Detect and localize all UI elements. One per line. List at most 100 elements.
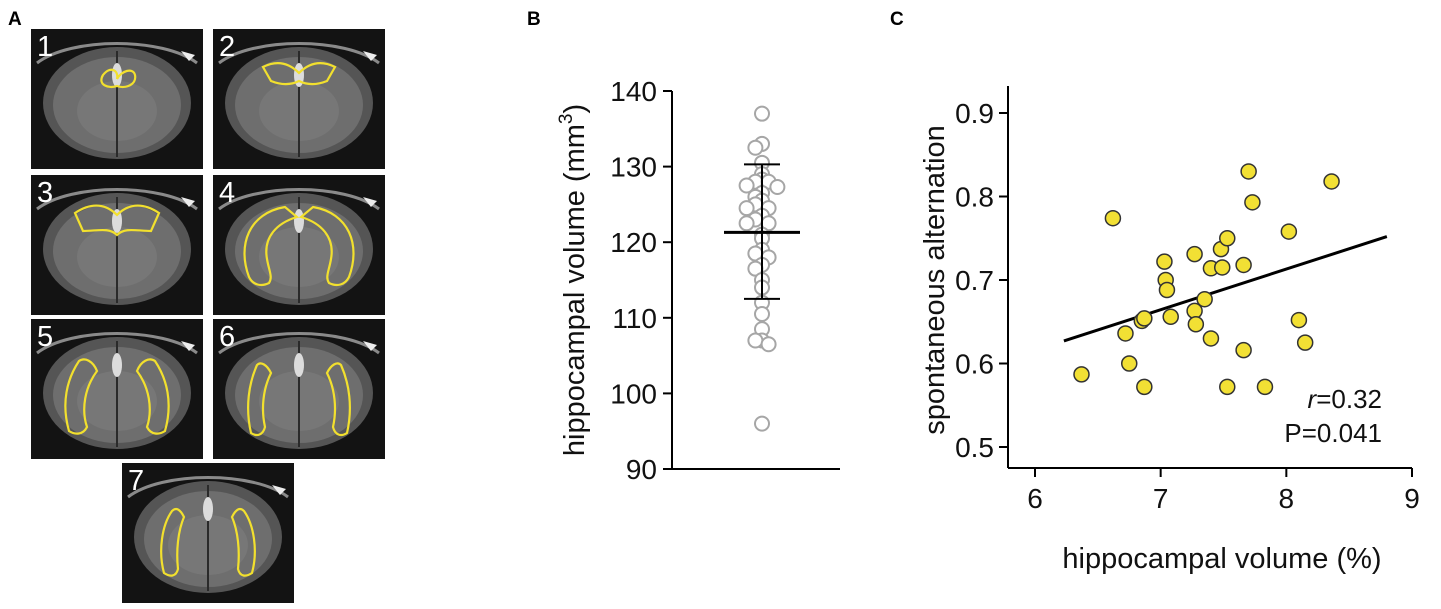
volume-point <box>754 415 770 432</box>
volume-point <box>760 215 777 232</box>
slice-6-label: 6 <box>219 321 236 353</box>
volume-point <box>760 200 777 217</box>
volume-mean-sd <box>724 163 800 300</box>
volume-point <box>754 135 770 152</box>
volume-point <box>754 192 770 209</box>
roi-outline <box>160 507 186 577</box>
volume-point <box>754 171 770 188</box>
alternation-axes: 0.5 0.6 0.7 0.8 0.9 6 7 8 9 <box>955 86 1420 514</box>
roi-outline <box>325 362 351 437</box>
volume-point <box>738 200 755 217</box>
volume-point <box>754 230 770 247</box>
y-tick-label: 110 <box>612 303 657 334</box>
volume-point <box>754 279 770 296</box>
alternation-point <box>1133 312 1151 330</box>
roi-outline <box>261 62 337 86</box>
alternation-point <box>1121 355 1138 372</box>
mri-slice-2: 2 <box>213 29 385 169</box>
alternation-point <box>1156 253 1173 270</box>
slice-6-image <box>213 319 385 459</box>
alternation-point <box>1162 308 1179 325</box>
slice-4-label: 4 <box>219 177 236 209</box>
alternation-point <box>1256 378 1274 396</box>
alternation-point <box>1219 378 1236 396</box>
alternation-point <box>1073 366 1090 383</box>
slice-7-label: 7 <box>128 465 145 497</box>
mri-slice-3: 3 <box>31 175 203 315</box>
y-tick-label: 0.8 <box>955 182 994 213</box>
mri-slice-5: 5 <box>31 319 203 459</box>
mri-slice-4: 4 <box>213 175 385 315</box>
x-tick-label: 7 <box>1153 483 1169 514</box>
alternation-point <box>1235 256 1252 274</box>
y-tick-label: 120 <box>610 227 657 258</box>
alternation-x-axis-label: hippocampal volume (%) <box>1062 543 1381 575</box>
volume-point <box>754 332 770 349</box>
roi-outline <box>298 205 355 287</box>
slice-5-image <box>31 319 203 459</box>
alternation-point <box>1186 245 1203 263</box>
volume-point <box>760 336 777 353</box>
y-tick-label: 0.6 <box>955 349 994 380</box>
panel-a-letter: A <box>8 9 22 30</box>
volume-point <box>754 306 770 323</box>
y-tick-label: 0.7 <box>955 265 994 296</box>
volume-point <box>754 185 770 202</box>
mri-slice-6: 6 <box>213 319 385 459</box>
alternation-point <box>1240 163 1257 180</box>
volume-point <box>769 179 786 196</box>
slice-7-image <box>122 463 294 603</box>
y-tick-label: 0.9 <box>955 98 994 129</box>
volume-point <box>754 226 770 243</box>
alternation-point <box>1196 290 1213 308</box>
volume-point <box>754 272 770 288</box>
volume-point <box>738 177 755 194</box>
roi-outline <box>243 205 300 287</box>
volume-y-axis: 90 100 110 120 130 140 <box>610 76 840 485</box>
volume-point <box>760 173 777 190</box>
panel-c-letter: C <box>890 9 904 30</box>
regression-line <box>1063 235 1388 343</box>
alternation-point <box>1158 281 1176 299</box>
volume-point <box>754 294 770 311</box>
y-tick-label: 130 <box>610 152 657 183</box>
x-tick-label: 8 <box>1279 483 1295 514</box>
alternation-point <box>1290 311 1308 329</box>
alternation-point <box>1187 316 1205 333</box>
volume-y-axis-label: hippocampal volume (mm3) <box>556 104 591 456</box>
volume-point <box>754 321 770 338</box>
volume-point <box>754 241 770 258</box>
alternation-point <box>1104 209 1122 227</box>
alternation-point <box>1235 341 1252 359</box>
roi-outline <box>73 204 161 237</box>
roi-outline <box>135 358 170 435</box>
volume-point <box>754 256 770 273</box>
x-tick-label: 9 <box>1404 483 1420 514</box>
y-tick-label: 90 <box>626 454 657 485</box>
volume-point <box>747 196 764 213</box>
slice-5-label: 5 <box>37 321 54 353</box>
roi-outline <box>230 507 256 577</box>
slice-1-label: 1 <box>37 31 54 63</box>
volume-point <box>747 332 764 349</box>
volume-points <box>738 105 786 432</box>
slice-3-image <box>31 175 203 315</box>
alternation-y-axis-label: spontaneous alternation <box>919 125 951 435</box>
volume-point <box>754 207 770 224</box>
alternation-point <box>1136 310 1153 327</box>
y-tick-label: 140 <box>610 76 657 107</box>
roi-outline <box>64 358 99 435</box>
alternation-point <box>1219 230 1236 247</box>
alternation-point <box>1202 330 1220 347</box>
p-value-annotation: P=0.041 <box>1284 418 1382 448</box>
alternation-point <box>1157 271 1174 289</box>
panel-b-letter: B <box>527 9 541 30</box>
slice-3-label: 3 <box>37 177 54 209</box>
y-tick-label: 100 <box>610 378 657 409</box>
alternation-point <box>1280 223 1298 240</box>
volume-point <box>754 166 770 183</box>
volume-point <box>738 215 755 232</box>
alternation-point <box>1296 334 1314 351</box>
roi-outline <box>100 68 137 89</box>
alternation-points <box>1073 163 1340 396</box>
